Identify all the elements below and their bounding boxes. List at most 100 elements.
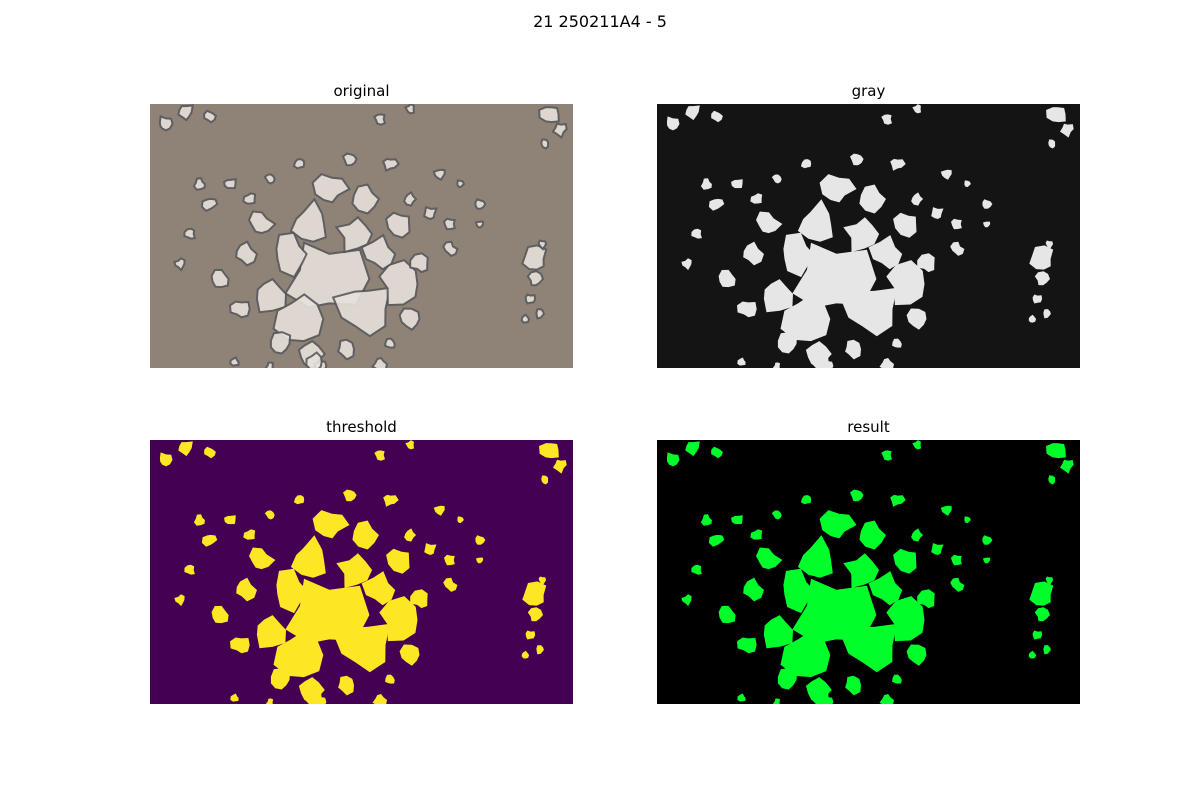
panel-title-gray: gray	[851, 82, 886, 100]
crystal-blob	[731, 179, 743, 189]
crystal-blob	[840, 623, 898, 673]
crystal-blob	[193, 514, 205, 526]
crystal-blob	[158, 115, 174, 132]
crystal-blob	[737, 301, 757, 318]
crystal-blob	[912, 440, 921, 450]
crystal-blob	[780, 630, 831, 678]
crystal-blob	[475, 535, 486, 545]
crystal-blob	[184, 564, 195, 575]
crystal-blob	[1029, 581, 1054, 606]
crystal-blob	[931, 543, 944, 555]
crystal-blob	[381, 157, 401, 173]
crystal-blob	[522, 581, 547, 606]
crystal-blob	[1032, 630, 1043, 640]
crystal-blob	[174, 594, 185, 607]
crystal-blob	[731, 515, 743, 525]
crystal-blob	[384, 211, 411, 239]
crystal-blob	[263, 173, 276, 185]
image-original	[150, 104, 573, 368]
crystal-blob	[527, 607, 543, 622]
crystal-blob	[964, 180, 971, 188]
crystal-blob	[525, 630, 536, 640]
crystal-blob	[178, 441, 193, 457]
crystal-blob	[361, 571, 396, 606]
crystal-blob	[691, 564, 702, 575]
crystal-blob	[805, 341, 832, 368]
crystal-blob	[800, 159, 812, 169]
crystal-blob	[266, 698, 274, 704]
crystal-blob	[336, 338, 356, 361]
crystal-blob	[792, 242, 877, 308]
crystal-blob	[476, 557, 484, 564]
crystal-blob	[756, 547, 783, 570]
crystal-blob	[843, 217, 880, 253]
crystal-blob	[840, 287, 898, 337]
crystal-blob	[410, 589, 428, 609]
crystal-blob	[159, 452, 173, 467]
crystal-blob	[538, 106, 560, 124]
crystal-blob	[819, 174, 857, 203]
crystal-blob	[1048, 475, 1056, 485]
crystal-blob	[379, 596, 418, 642]
crystal-blob	[911, 528, 924, 542]
crystal-blob	[306, 688, 322, 704]
crystal-blob	[183, 227, 197, 240]
crystal-blob	[917, 589, 935, 609]
crystal-blob	[1028, 314, 1037, 323]
crystal-blob	[777, 668, 798, 690]
crystal-blob	[399, 644, 420, 666]
crystal-blob	[374, 450, 385, 461]
crystal-blob	[352, 520, 379, 550]
crystal-blob	[235, 240, 259, 267]
crystal-blob	[236, 577, 257, 602]
crystal-blob	[289, 197, 327, 243]
crystal-blob	[850, 489, 864, 502]
crystal-blob	[843, 553, 880, 589]
crystal-blob	[691, 228, 702, 239]
crystal-blob	[177, 104, 195, 122]
crystal-blob	[243, 529, 256, 540]
crystal-blob	[892, 338, 902, 348]
crystal-blob	[756, 211, 783, 234]
crystal-blob	[192, 177, 206, 191]
crystal-blob	[950, 577, 965, 592]
crystal-blob	[859, 184, 886, 214]
crystal-blob	[1029, 245, 1054, 270]
crystal-blob	[890, 158, 906, 171]
crystal-blob	[859, 520, 886, 550]
crystal-blob	[881, 450, 892, 461]
crystal-blob	[541, 475, 549, 485]
crystal-blob	[538, 576, 547, 586]
crystal-blob	[800, 495, 812, 505]
crystal-blob	[520, 313, 531, 324]
crystal-blob	[906, 308, 927, 330]
crystal-blob	[685, 105, 700, 121]
crystal-blob	[771, 510, 782, 520]
crystal-blob	[1048, 139, 1056, 149]
crystal-blob	[433, 505, 445, 516]
crystal-blob	[383, 494, 399, 507]
crystal-blob	[540, 138, 550, 150]
crystal-blob	[242, 192, 257, 205]
crystal-blob	[551, 122, 568, 140]
crystal-blob	[917, 253, 935, 273]
crystal-blob	[372, 113, 387, 126]
crystal-blob	[312, 510, 350, 539]
crystal-blob	[1034, 607, 1050, 622]
crystal-blob	[526, 270, 545, 287]
crystal-blob	[270, 668, 291, 690]
crystal-blob	[711, 446, 723, 459]
crystal-blob	[200, 197, 219, 212]
crystal-blob	[718, 269, 736, 288]
crystal-blob	[892, 674, 902, 684]
crystal-blob	[398, 307, 421, 332]
crystal-blob	[474, 198, 487, 210]
crystal-blob	[384, 337, 396, 349]
crystal-blob	[333, 623, 391, 673]
crystal-blob	[763, 615, 793, 649]
crystal-blob	[771, 174, 782, 184]
crystal-blob	[292, 158, 306, 170]
crystal-blob	[210, 268, 230, 289]
crystal-blob	[681, 594, 692, 607]
crystal-blob	[336, 553, 373, 589]
